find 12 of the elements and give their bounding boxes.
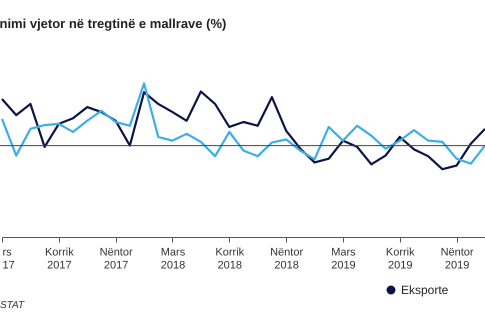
legend-label: Eksporte — [401, 283, 449, 297]
x-tick-label: Mars 2018 — [160, 246, 186, 272]
text: STAT — [0, 300, 25, 311]
chart-title: nimi vjetor në tregtinë e mallrave (%) — [0, 16, 226, 31]
x-tick-label: Nëntor 2018 — [270, 246, 304, 272]
x-tick-label: Korrik 2017 — [44, 246, 74, 272]
x-tick-label: Korrik 2018 — [215, 246, 245, 272]
x-tick-label: Nëntor 2019 — [440, 246, 474, 272]
x-tick-label: Korrik 2019 — [386, 246, 416, 272]
x-tick-label: rs 17 — [2, 246, 15, 272]
x-tick-label: Nëntor 2017 — [100, 246, 133, 272]
x-tick-label: Mars 2019 — [331, 246, 356, 272]
